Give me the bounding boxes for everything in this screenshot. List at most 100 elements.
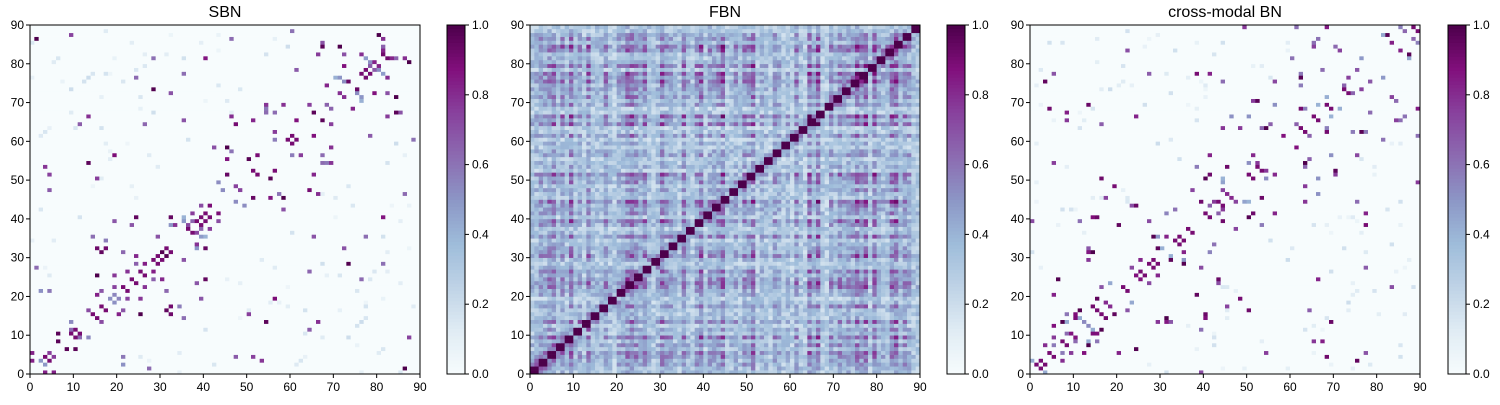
heatmap-cell — [221, 207, 226, 211]
heatmap-cell — [355, 219, 360, 223]
heatmap-cell — [264, 324, 269, 328]
heatmap-cell — [377, 339, 382, 343]
heatmap-cell — [351, 324, 356, 328]
heatmap-cell — [169, 362, 174, 366]
heatmap-cell — [411, 320, 416, 324]
heatmap-cell — [299, 324, 304, 328]
heatmap-cell — [264, 227, 269, 231]
heatmap-cell — [277, 351, 282, 355]
heatmap-cell — [316, 176, 321, 180]
heatmap-cell — [372, 200, 377, 204]
heatmap-cell — [381, 327, 386, 331]
heatmap-cell — [60, 273, 65, 277]
heatmap-cell — [73, 227, 78, 231]
heatmap-cell — [216, 265, 221, 269]
heatmap-cell — [234, 293, 239, 297]
heatmap-cell — [43, 355, 48, 359]
heatmap-cell — [277, 192, 282, 196]
heatmap-cell — [173, 211, 178, 215]
heatmap-cell — [147, 207, 152, 211]
heatmap-cell — [394, 308, 399, 312]
heatmap-cell — [268, 331, 273, 335]
heatmap-cell — [125, 308, 130, 312]
heatmap-cell — [290, 269, 295, 273]
heatmap-cell — [286, 184, 291, 188]
heatmap-cell — [65, 234, 70, 238]
heatmap-cell — [117, 180, 122, 184]
heatmap-cell — [86, 343, 91, 347]
heatmap-cell — [203, 277, 208, 281]
heatmap-cell — [307, 231, 312, 235]
heatmap-cell — [173, 188, 178, 192]
heatmap-cell — [381, 355, 386, 359]
heatmap-cell — [203, 358, 208, 362]
heatmap-cell — [60, 316, 65, 320]
heatmap-cell — [342, 362, 347, 366]
heatmap-cell — [151, 327, 156, 331]
heatmap-cell — [78, 339, 83, 343]
heatmap-cell — [255, 234, 260, 238]
heatmap-cell — [186, 168, 191, 172]
heatmap-cell — [208, 238, 213, 242]
heatmap-cell — [65, 343, 70, 347]
heatmap-cell — [407, 304, 412, 308]
heatmap-cell — [108, 157, 113, 161]
heatmap-cell — [47, 320, 52, 324]
heatmap-cell — [372, 358, 377, 362]
heatmap-cell — [65, 203, 70, 207]
heatmap-cell — [125, 211, 130, 215]
heatmap-cell — [221, 223, 226, 227]
heatmap-cell — [108, 168, 113, 172]
heatmap-cell — [43, 180, 48, 184]
heatmap-cell — [195, 331, 200, 335]
heatmap-cell — [169, 358, 174, 362]
heatmap-cell — [173, 219, 178, 223]
heatmap-cell — [229, 262, 234, 266]
heatmap-cell — [203, 312, 208, 316]
heatmap-cell — [385, 331, 390, 335]
heatmap-cell — [312, 262, 317, 266]
heatmap-cell — [407, 335, 412, 339]
heatmap-cell — [286, 289, 291, 293]
heatmap-cell — [338, 246, 343, 250]
heatmap-cell — [247, 316, 252, 320]
heatmap-cell — [221, 293, 226, 297]
heatmap-cell — [251, 293, 256, 297]
heatmap-cell — [303, 316, 308, 320]
heatmap-cell — [346, 262, 351, 266]
heatmap-cell — [260, 265, 265, 269]
heatmap-cell — [39, 254, 44, 258]
heatmap-cell — [316, 277, 321, 281]
heatmap-cell — [104, 161, 109, 165]
heatmap-cell — [108, 304, 113, 308]
heatmap-cell — [346, 312, 351, 316]
heatmap-cell — [39, 347, 44, 351]
heatmap-cell — [69, 362, 74, 366]
heatmap-cell — [173, 351, 178, 355]
heatmap-cell — [112, 184, 117, 188]
heatmap-cell — [329, 242, 334, 246]
heatmap-cell — [268, 227, 273, 231]
heatmap-cell — [225, 289, 230, 293]
heatmap-cell — [151, 262, 156, 266]
heatmap-cell — [56, 234, 61, 238]
heatmap-cell — [86, 335, 91, 339]
heatmap-cell — [169, 250, 174, 254]
heatmap-cell — [333, 196, 338, 200]
heatmap-cell — [60, 258, 65, 262]
heatmap-cell — [121, 172, 126, 176]
heatmap-cell — [316, 250, 321, 254]
heatmap-cell — [407, 258, 412, 262]
heatmap-cell — [156, 176, 161, 180]
heatmap-cell — [186, 157, 191, 161]
heatmap-cell — [325, 172, 330, 176]
heatmap-cell — [234, 238, 239, 242]
heatmap-cell — [385, 168, 390, 172]
heatmap-cell — [125, 207, 130, 211]
heatmap-cell — [117, 192, 122, 196]
heatmap-cell — [346, 324, 351, 328]
heatmap-cell — [147, 308, 152, 312]
heatmap-cell — [398, 304, 403, 308]
heatmap-cell — [199, 351, 204, 355]
heatmap-cell — [82, 192, 87, 196]
